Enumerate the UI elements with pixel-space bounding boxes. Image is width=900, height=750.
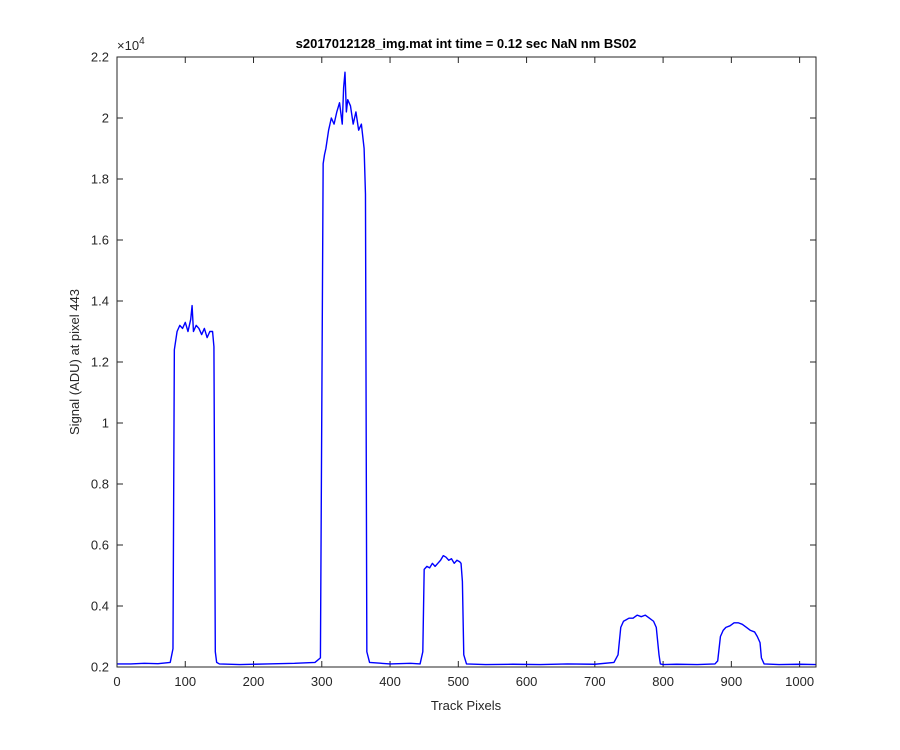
y-tick-label: 0.4 (91, 599, 109, 614)
x-axis-label: Track Pixels (431, 698, 502, 713)
x-tick-label: 900 (721, 674, 743, 689)
y-tick-label: 1.8 (91, 172, 109, 187)
x-tick-label: 600 (516, 674, 538, 689)
y-tick-label: 1.2 (91, 355, 109, 370)
y-tick-label: 1 (102, 416, 109, 431)
y-tick-label: 0.6 (91, 538, 109, 553)
x-tick-label: 700 (584, 674, 606, 689)
y-tick-label: 0.2 (91, 660, 109, 675)
plot-area (117, 57, 816, 667)
tick-labels-group: 0 100 200 300 400 500 600 700 800 900 1000 0.2 0.4 0.… (91, 50, 814, 690)
y-axis-label: Signal (ADU) at pixel 443 (67, 289, 82, 435)
series-line (117, 71, 817, 666)
y-tick-label: 0.8 (91, 477, 109, 492)
y-tick-label: 2.2 (91, 50, 109, 65)
y-exponent-power: 4 (139, 36, 145, 47)
y-tick-label: 1.4 (91, 294, 109, 309)
x-tick-label: 1000 (785, 674, 814, 689)
chart-title: s2017012128_img.mat int time = 0.12 sec … (296, 36, 637, 51)
x-tick-label: 500 (447, 674, 469, 689)
y-exponent-label: ×104 (117, 36, 145, 53)
x-tick-label: 100 (174, 674, 196, 689)
x-tick-label: 200 (243, 674, 265, 689)
plot-border (116, 56, 817, 668)
x-tick-label: 400 (379, 674, 401, 689)
x-tick-label: 0 (113, 674, 120, 689)
y-exponent-base: ×10 (117, 38, 139, 53)
x-tick-label: 300 (311, 674, 333, 689)
y-tick-label: 1.6 (91, 233, 109, 248)
x-tick-label: 800 (652, 674, 674, 689)
y-tick-label: 2 (102, 111, 109, 126)
